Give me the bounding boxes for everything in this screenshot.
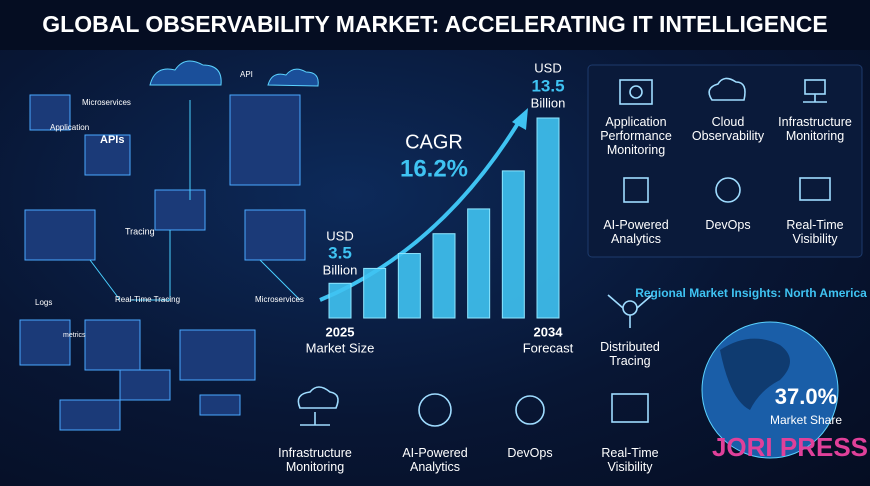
capability: Cloud Observability [691,115,765,143]
illus-label: Logs [35,298,52,307]
continent [720,338,790,410]
end-scale: Billion [531,95,566,110]
feature: Real-Time Visibility [601,446,659,474]
end-unit: USD [534,60,561,75]
illus-label: APIs [100,134,124,146]
distributed-tracing: Distributed Tracing [600,340,660,368]
title-bar [0,0,870,50]
illustration [19,60,319,431]
start-caption: Market Size [306,340,375,355]
illus-label: Microservices [82,98,131,107]
illus-label: Microservices [255,295,304,304]
bar [397,253,421,319]
bar [328,282,352,319]
feature: AI-Powered Analytics [402,446,468,474]
feature: DevOps [507,446,553,460]
title: GLOBAL OBSERVABILITY MARKET: ACCELERATIN… [42,11,827,37]
cagr-label: CAGR [405,131,463,153]
capability: Real-Time Visibility [786,218,844,246]
cagr-value: 16.2% [400,155,468,182]
illus-label: Real-Time Tracing [115,295,180,304]
capability: Application Performance Monitoring [600,115,672,157]
arrow-head [512,108,528,130]
logo: JORI PRESS [712,432,868,462]
feature: Infrastructure Monitoring [278,446,352,474]
regional-title: Regional Market Insights: North America … [635,286,870,300]
capability-panel [587,64,863,258]
start-scale: Billion [323,262,358,277]
end-value: 13.5 [531,76,564,95]
end-caption: Forecast [523,340,574,355]
icons [297,77,831,427]
bar [536,117,560,319]
start-year: 2025 [326,324,355,339]
illus-label: metrics [63,332,86,339]
illus-label: Application [50,123,89,132]
capability: Infrastructure Monitoring [778,115,852,143]
regional-title-text: Regional Market Insights: North America … [635,286,870,300]
end-year: 2034 [534,324,564,339]
start-value: 3.5 [328,243,352,262]
share-value: 37.0% [775,384,837,409]
bar [501,170,525,319]
capability: DevOps [705,218,751,232]
start-unit: USD [326,228,353,243]
bar [467,208,491,319]
bar [432,233,456,319]
share-label: Market Share [770,413,842,427]
capability: AI-Powered Analytics [603,218,669,246]
illus-label: Tracing [125,226,155,236]
illus-label: API [240,70,253,79]
bar [363,267,387,319]
